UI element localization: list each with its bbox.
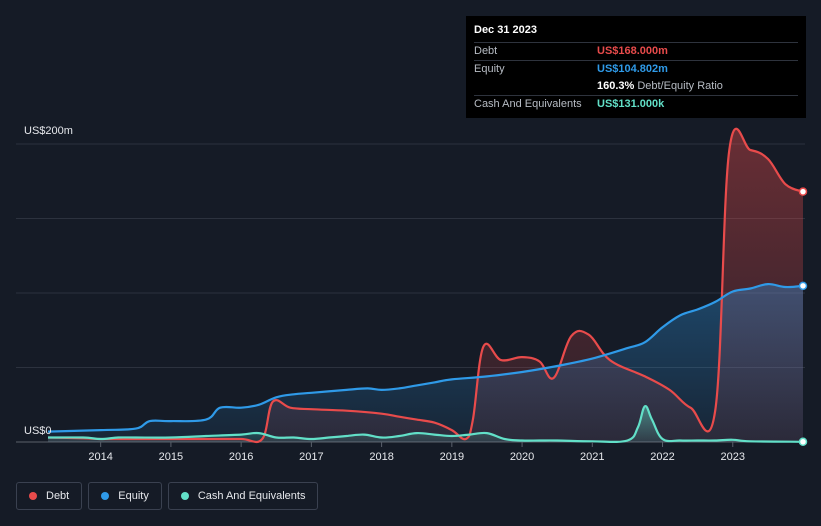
cash-line <box>47 405 804 443</box>
series-lines <box>47 127 804 444</box>
debt-endpoint <box>798 187 808 196</box>
tooltip-date: Dec 31 2023 <box>474 24 537 36</box>
legend-equity-dot-icon <box>101 492 110 500</box>
tooltip-debt-label: Debt <box>474 45 498 57</box>
x-tick-label-2019: 2019 <box>440 451 464 463</box>
legend-debt-dot-icon <box>29 492 37 500</box>
tooltip-equity-value: US$104.802m <box>597 63 668 75</box>
tooltip-cash-value: US$131.000k <box>597 98 665 110</box>
equity-line <box>47 282 804 433</box>
legend-cash-dot-icon <box>180 492 189 500</box>
tooltip-ratio-caption: Debt/Equity Ratio <box>637 80 723 92</box>
x-tick-label-2021: 2021 <box>580 451 604 463</box>
equity-endpoint <box>798 281 808 291</box>
series-endpoints <box>798 187 808 447</box>
legend-item-cash[interactable]: Cash And Equivalents <box>167 482 319 510</box>
x-tick-label-2022: 2022 <box>650 451 674 463</box>
equity-area <box>48 284 803 442</box>
tooltip-row-debt: Debt US$168.000m <box>474 42 798 60</box>
tooltip-row-equity: Equity US$104.802m <box>474 60 798 78</box>
tooltip-cash-label: Cash And Equivalents <box>474 98 582 110</box>
x-tick-label-2023: 2023 <box>721 451 745 463</box>
chart-legend: Debt Equity Cash And Equivalents <box>16 482 319 510</box>
x-tick-label-2018: 2018 <box>369 451 393 463</box>
tooltip-ratio-value: 160.3% <box>597 80 635 92</box>
legend-equity-label: Equity <box>118 490 149 502</box>
tooltip-row-cash: Cash And Equivalents US$131.000k <box>474 95 798 113</box>
series-areas <box>48 128 803 443</box>
tooltip-debt-value: US$168.000m <box>597 45 668 57</box>
x-tick-label-2015: 2015 <box>159 451 183 463</box>
cash-endpoint <box>798 437 808 447</box>
x-tick-label-2017: 2017 <box>299 451 323 463</box>
y-axis-top-label: US$200m <box>24 125 73 137</box>
debt-line <box>47 127 804 444</box>
y-axis-bottom-label: US$0 <box>24 425 52 437</box>
legend-debt-label: Debt <box>46 490 70 502</box>
x-tick-label-2014: 2014 <box>88 451 112 463</box>
tooltip-row-ratio: 160.3% Debt/Equity Ratio <box>474 78 798 95</box>
tooltip-equity-label: Equity <box>474 63 505 75</box>
x-tick-label-2020: 2020 <box>510 451 534 463</box>
legend-cash-label: Cash And Equivalents <box>197 490 306 502</box>
tooltip-panel: Dec 31 2023 Debt US$168.000m Equity US$1… <box>466 16 806 118</box>
x-tick-label-2016: 2016 <box>229 451 253 463</box>
legend-item-equity[interactable]: Equity <box>88 482 162 510</box>
x-axis-ticks: 2014 2015 2016 2017 2018 2019 2020 2021 2022 2023 <box>88 442 745 463</box>
tooltip-ratio-label <box>474 78 597 95</box>
legend-item-debt[interactable]: Debt <box>16 482 83 510</box>
